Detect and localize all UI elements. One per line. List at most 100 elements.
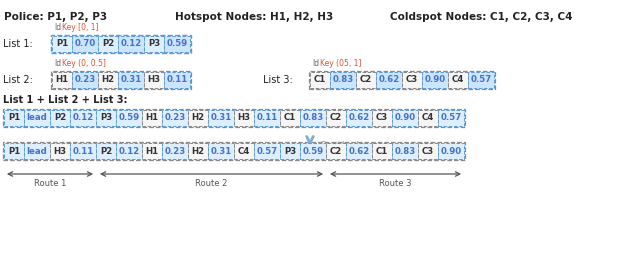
Text: 0.83: 0.83	[302, 113, 324, 123]
Text: C2: C2	[330, 146, 342, 156]
Text: H3: H3	[53, 146, 67, 156]
FancyBboxPatch shape	[70, 143, 96, 159]
FancyBboxPatch shape	[376, 72, 402, 88]
FancyBboxPatch shape	[116, 110, 142, 126]
FancyBboxPatch shape	[346, 110, 372, 126]
Text: P2: P2	[100, 146, 112, 156]
Text: 0.12: 0.12	[120, 40, 141, 48]
FancyBboxPatch shape	[70, 110, 96, 126]
Text: 0.70: 0.70	[74, 40, 95, 48]
Text: Id: Id	[54, 23, 61, 32]
Text: 0.11: 0.11	[72, 146, 93, 156]
Text: 0.23: 0.23	[164, 146, 186, 156]
Text: P3: P3	[100, 113, 112, 123]
Text: Coldspot Nodes: C1, C2, C3, C4: Coldspot Nodes: C1, C2, C3, C4	[390, 12, 573, 22]
Text: C1: C1	[284, 113, 296, 123]
FancyBboxPatch shape	[468, 72, 494, 88]
Text: 0.83: 0.83	[332, 75, 354, 85]
FancyBboxPatch shape	[448, 72, 468, 88]
Text: Id: Id	[54, 59, 61, 68]
FancyBboxPatch shape	[98, 36, 118, 52]
FancyBboxPatch shape	[438, 143, 464, 159]
Text: H3: H3	[237, 113, 251, 123]
Text: Police: P1, P2, P3: Police: P1, P2, P3	[4, 12, 107, 22]
FancyBboxPatch shape	[356, 72, 376, 88]
Text: C4: C4	[422, 113, 434, 123]
Text: 0.62: 0.62	[348, 146, 370, 156]
Text: P3: P3	[284, 146, 296, 156]
Text: Route 1: Route 1	[34, 179, 66, 188]
FancyBboxPatch shape	[24, 110, 50, 126]
FancyBboxPatch shape	[280, 143, 300, 159]
Text: 0.57: 0.57	[257, 146, 278, 156]
Text: 0.12: 0.12	[72, 113, 93, 123]
FancyBboxPatch shape	[96, 143, 116, 159]
Text: 0.11: 0.11	[257, 113, 278, 123]
FancyBboxPatch shape	[254, 110, 280, 126]
Text: C4: C4	[238, 146, 250, 156]
Text: Key (0, 0.5]: Key (0, 0.5]	[62, 59, 106, 68]
Text: H2: H2	[191, 113, 205, 123]
FancyBboxPatch shape	[422, 72, 448, 88]
Text: C4: C4	[452, 75, 464, 85]
Text: C2: C2	[330, 113, 342, 123]
FancyBboxPatch shape	[4, 110, 24, 126]
Text: 0.90: 0.90	[440, 146, 461, 156]
Text: List 3:: List 3:	[263, 75, 292, 85]
FancyBboxPatch shape	[330, 72, 356, 88]
Text: lead: lead	[27, 113, 47, 123]
Text: lead: lead	[27, 146, 47, 156]
Text: 0.83: 0.83	[394, 146, 415, 156]
Text: C3: C3	[376, 113, 388, 123]
FancyBboxPatch shape	[326, 110, 346, 126]
FancyBboxPatch shape	[234, 110, 254, 126]
Text: 0.31: 0.31	[120, 75, 141, 85]
Text: List 1 + List 2 + List 3:: List 1 + List 2 + List 3:	[3, 95, 127, 105]
Text: List 2:: List 2:	[3, 75, 33, 85]
FancyBboxPatch shape	[438, 110, 464, 126]
FancyBboxPatch shape	[280, 110, 300, 126]
Text: H1: H1	[145, 113, 159, 123]
FancyBboxPatch shape	[164, 36, 190, 52]
Text: 0.59: 0.59	[166, 40, 188, 48]
FancyBboxPatch shape	[372, 143, 392, 159]
FancyBboxPatch shape	[144, 36, 164, 52]
FancyBboxPatch shape	[402, 72, 422, 88]
FancyBboxPatch shape	[310, 72, 330, 88]
Text: C3: C3	[422, 146, 434, 156]
FancyBboxPatch shape	[162, 110, 188, 126]
FancyBboxPatch shape	[144, 72, 164, 88]
FancyBboxPatch shape	[254, 143, 280, 159]
FancyBboxPatch shape	[208, 143, 234, 159]
Text: 0.90: 0.90	[394, 113, 415, 123]
FancyBboxPatch shape	[188, 143, 208, 159]
FancyBboxPatch shape	[50, 110, 70, 126]
FancyBboxPatch shape	[116, 143, 142, 159]
Text: H3: H3	[147, 75, 161, 85]
Text: 0.90: 0.90	[424, 75, 445, 85]
FancyBboxPatch shape	[24, 143, 50, 159]
Text: 0.59: 0.59	[118, 113, 140, 123]
Text: 0.57: 0.57	[440, 113, 461, 123]
FancyBboxPatch shape	[52, 72, 72, 88]
Text: 0.62: 0.62	[348, 113, 370, 123]
FancyBboxPatch shape	[326, 143, 346, 159]
Text: Sort by keys: Sort by keys	[320, 140, 376, 150]
Text: 0.59: 0.59	[303, 146, 324, 156]
FancyBboxPatch shape	[418, 110, 438, 126]
Text: C1: C1	[376, 146, 388, 156]
Text: Key [0, 1]: Key [0, 1]	[62, 23, 99, 32]
FancyBboxPatch shape	[164, 72, 190, 88]
FancyBboxPatch shape	[208, 110, 234, 126]
FancyBboxPatch shape	[142, 143, 162, 159]
Text: Route 3: Route 3	[380, 179, 412, 188]
FancyBboxPatch shape	[372, 110, 392, 126]
FancyBboxPatch shape	[162, 143, 188, 159]
Text: P2: P2	[102, 40, 114, 48]
Text: P1: P1	[8, 146, 20, 156]
Text: Id: Id	[312, 59, 319, 68]
Text: C1: C1	[314, 75, 326, 85]
FancyBboxPatch shape	[96, 110, 116, 126]
Text: P1: P1	[8, 113, 20, 123]
Text: C3: C3	[406, 75, 418, 85]
